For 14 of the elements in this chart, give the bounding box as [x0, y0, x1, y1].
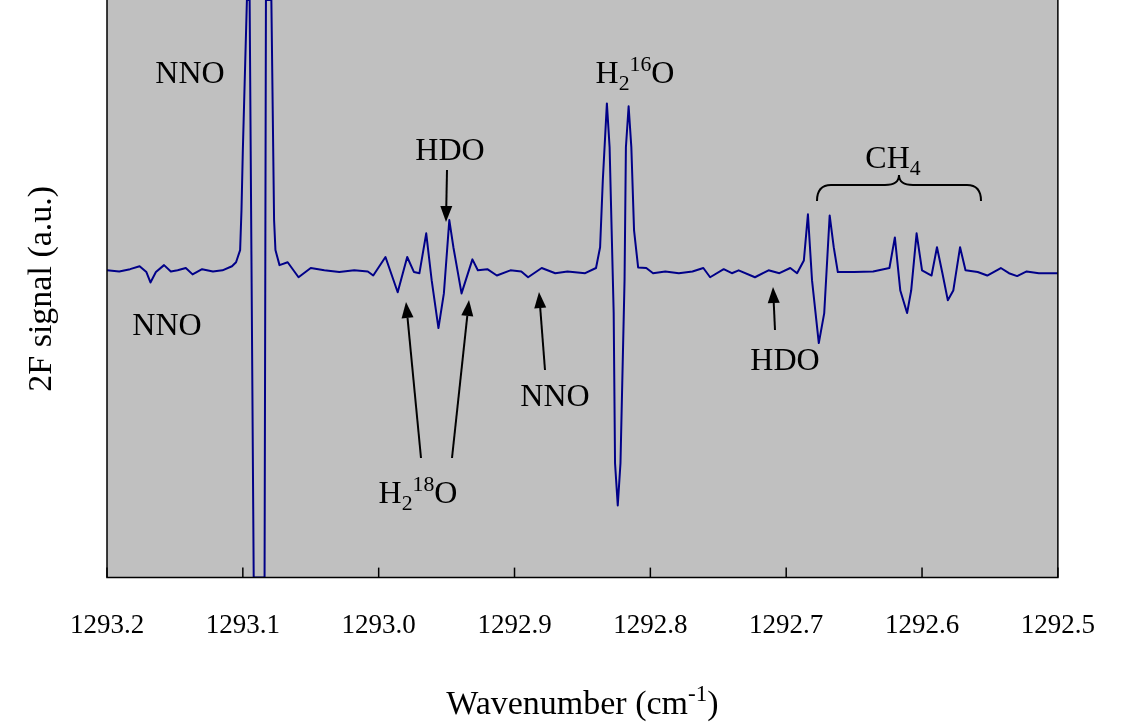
annotation: HDO	[415, 131, 485, 168]
x-tick-label: 1292.6	[884, 608, 960, 639]
x-tick-label: 1292.7	[749, 608, 824, 639]
x-tick-label: 1293.2	[69, 608, 145, 639]
y-axis-title: 2F signal (a.u.)	[20, 185, 59, 392]
annotation: NNO	[155, 54, 225, 91]
annotation: NNO	[132, 306, 202, 343]
x-tick-label: 1292.5	[1020, 608, 1095, 639]
annotation: HDO	[750, 341, 820, 378]
annotation: NNO	[520, 377, 590, 414]
x-tick-label: 1292.9	[477, 608, 552, 639]
x-tick-label: 1293.1	[205, 608, 280, 639]
x-tick-label: 1292.8	[613, 608, 688, 639]
x-tick-label: 1293.0	[341, 608, 416, 639]
